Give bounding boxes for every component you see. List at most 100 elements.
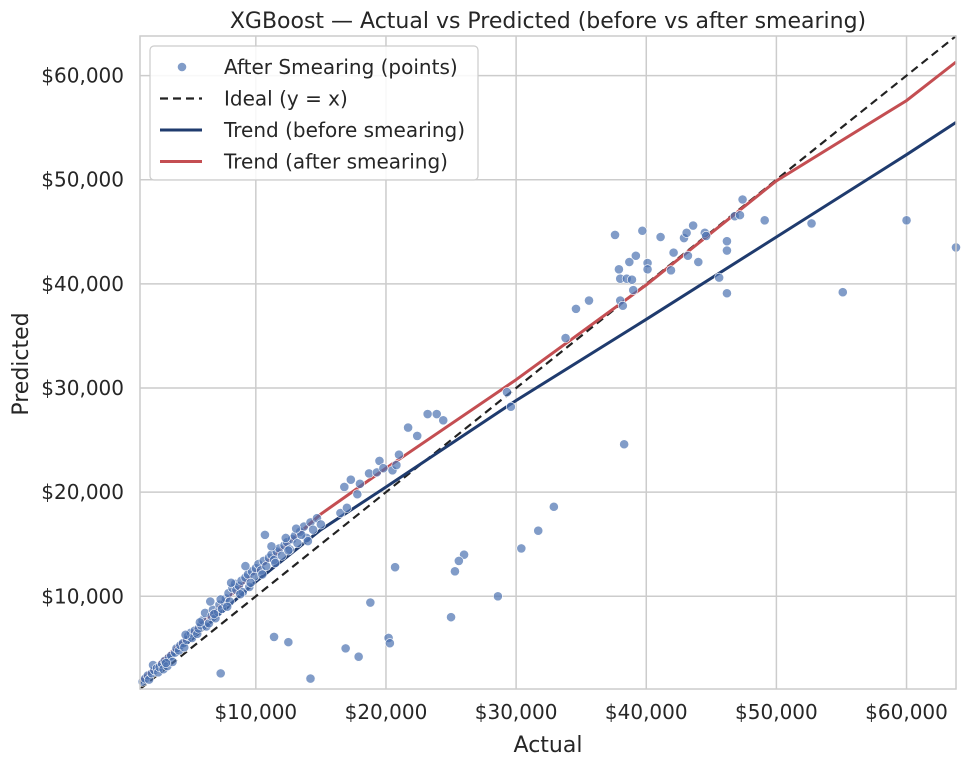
scatter-point (390, 562, 400, 573)
plot-frame (139, 35, 957, 690)
scatter-point (209, 609, 220, 619)
scatter-point (391, 460, 402, 470)
scatter-point (161, 658, 171, 668)
scatter-point (384, 638, 395, 649)
scatter-points (137, 194, 961, 687)
scatter-point (459, 549, 469, 560)
scatter-point (571, 303, 581, 314)
scatter-point (624, 257, 635, 267)
scatter-point (901, 215, 912, 226)
y-tick-label: $20,000 (41, 480, 124, 504)
scatter-point (533, 525, 544, 536)
series-line-2 (139, 121, 957, 684)
y-axis-ticks: $10,000 $20,000 $30,000 $40,000 $50,000 $60,0… (41, 64, 124, 609)
scatter-point (342, 502, 352, 513)
x-tick-label: $50,000 (735, 700, 818, 724)
scatter-point (722, 245, 732, 256)
legend-box (149, 45, 479, 181)
legend-label: Trend (after smearing) (223, 150, 448, 174)
scatter-point (260, 529, 270, 540)
scatter-point (619, 439, 630, 450)
legend-label: Trend (before smearing) (223, 118, 465, 142)
scatter-point (378, 463, 389, 474)
scatter-point (431, 409, 442, 419)
scatter-point (837, 287, 848, 298)
legend-marker (177, 62, 187, 72)
scatter-point (340, 643, 351, 654)
scatter-point (292, 538, 303, 549)
scatter-point (735, 210, 745, 221)
scatter-point (296, 529, 307, 540)
x-tick-label: $20,000 (345, 700, 428, 724)
scatter-point (548, 501, 559, 512)
y-tick-label: $10,000 (41, 584, 124, 608)
scatter-point (806, 218, 817, 229)
scatter-point (446, 612, 456, 623)
x-tick-label: $40,000 (605, 700, 688, 724)
scatter-point (637, 225, 648, 236)
series-line-1 (139, 35, 957, 690)
scatter-point (668, 247, 679, 258)
scatter-point (240, 561, 251, 572)
scatter-point (394, 449, 404, 460)
scatter-point (261, 561, 272, 572)
scatter-point (492, 591, 503, 602)
scatter-point (403, 422, 413, 433)
scatter-point (276, 550, 287, 561)
scatter-point (722, 236, 732, 247)
scatter-point (335, 508, 346, 518)
scatter-point (315, 519, 326, 530)
legend: After Smearing (points) Ideal (y = x) Tren… (149, 45, 479, 181)
scatter-point (617, 300, 628, 311)
scatter-point (422, 409, 433, 419)
scatter-point (245, 577, 256, 588)
scatter-point (339, 482, 350, 492)
scatter-point (759, 215, 770, 226)
y-axis-label: Predicted (9, 312, 34, 415)
scatter-point (352, 489, 363, 500)
x-tick-label: $60,000 (865, 700, 948, 724)
x-axis-ticks: $10,000 $20,000 $30,000 $40,000 $50,000 $60,0… (214, 700, 947, 724)
scatter-point (666, 265, 676, 276)
scatter-point (628, 285, 639, 296)
chart-title: XGBoost — Actual vs Predicted (before vs… (230, 9, 866, 34)
scatter-point (345, 474, 356, 485)
scatter-point (614, 264, 624, 275)
scatter-point (630, 250, 641, 261)
scatter-point (502, 387, 512, 398)
scatter-point (365, 597, 376, 608)
scatter-point (257, 569, 268, 580)
y-tick-label: $60,000 (41, 64, 124, 88)
x-tick-label: $10,000 (214, 700, 297, 724)
scatter-point (584, 295, 594, 306)
scatter-point (194, 617, 205, 628)
scatter-point (266, 541, 277, 552)
scatter-point (235, 589, 246, 600)
scatter-point (438, 415, 449, 426)
scatter-point (226, 577, 237, 588)
y-tick-label: $30,000 (41, 376, 124, 400)
scatter-point (291, 523, 302, 534)
scatter-point (560, 333, 571, 343)
scatter-point (205, 596, 216, 607)
scatter-point (412, 431, 423, 441)
scatter-point (642, 264, 653, 275)
scatter-point (737, 194, 748, 205)
scatter-point (714, 272, 725, 283)
scatter-point (516, 543, 527, 554)
scatter-point (283, 545, 294, 556)
x-axis-label: Actual (514, 733, 583, 758)
scatter-point (180, 629, 191, 640)
scatter-point (280, 533, 291, 543)
scatter-point (722, 288, 732, 299)
legend-label: After Smearing (points) (224, 55, 458, 79)
scatter-point (453, 555, 464, 566)
scatter-point (222, 601, 233, 612)
scatter-point (305, 673, 316, 684)
legend-label: Ideal (y = x) (224, 87, 348, 111)
scatter-point (302, 536, 313, 547)
scatter-point (215, 594, 226, 605)
scatter-point (701, 231, 712, 241)
scatter-point (283, 637, 294, 648)
